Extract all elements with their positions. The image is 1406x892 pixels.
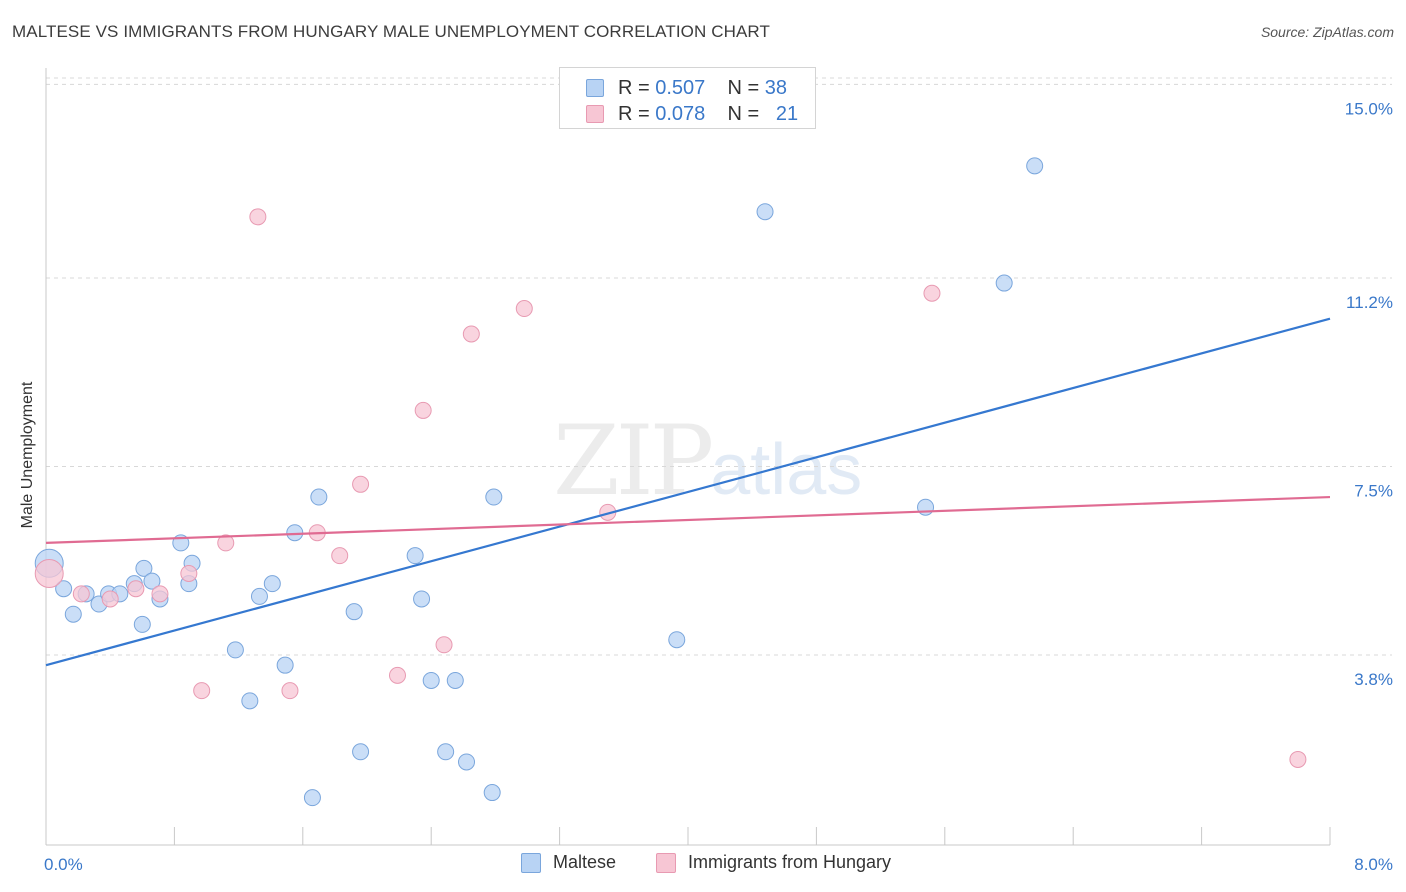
point-hungary bbox=[388, 666, 406, 684]
point-hungary bbox=[193, 682, 211, 700]
point-maltese bbox=[483, 784, 501, 802]
r-value-maltese: 0.507 bbox=[655, 76, 706, 99]
point-hungary bbox=[72, 585, 90, 603]
point-maltese bbox=[133, 615, 151, 633]
point-maltese bbox=[756, 203, 774, 221]
point-maltese bbox=[406, 547, 424, 565]
series-legend: Maltese Immigrants from Hungary bbox=[0, 852, 1406, 876]
hungary-swatch bbox=[586, 105, 604, 123]
point-maltese bbox=[250, 587, 268, 605]
point-maltese bbox=[458, 753, 476, 771]
n-label: N = bbox=[727, 76, 765, 99]
point-maltese bbox=[226, 641, 244, 659]
point-maltese bbox=[135, 559, 153, 577]
point-maltese bbox=[345, 603, 363, 621]
point-maltese bbox=[485, 488, 503, 506]
y-tick-label: 7.5% bbox=[1354, 481, 1393, 500]
point-maltese bbox=[286, 524, 304, 542]
legend-item-maltese: Maltese bbox=[521, 852, 616, 873]
point-hungary bbox=[1289, 750, 1307, 768]
maltese-legend-swatch bbox=[521, 852, 541, 873]
point-maltese bbox=[241, 692, 259, 710]
legend-row-maltese-text: R = 0.507 N = 38 bbox=[618, 77, 787, 100]
point-maltese bbox=[303, 789, 321, 807]
x-tick-label: 8.0% bbox=[1354, 855, 1393, 874]
point-hungary bbox=[127, 580, 145, 598]
point-maltese bbox=[422, 671, 440, 689]
trendline-hungary bbox=[45, 495, 1331, 544]
source-label: Source: ZipAtlas.com bbox=[1260, 24, 1394, 40]
point-maltese bbox=[143, 572, 161, 590]
point-hungary bbox=[34, 558, 64, 588]
point-maltese bbox=[995, 274, 1013, 292]
point-maltese bbox=[917, 498, 935, 516]
point-maltese bbox=[1026, 157, 1044, 175]
point-hungary bbox=[352, 475, 370, 493]
point-maltese bbox=[446, 671, 464, 689]
point-hungary bbox=[151, 585, 169, 603]
n-value-hungary: 21 bbox=[775, 102, 799, 125]
trendline-maltese bbox=[45, 317, 1331, 667]
y-tick-label: 15.0% bbox=[1345, 99, 1393, 118]
hungary-legend-swatch bbox=[656, 852, 676, 873]
point-hungary bbox=[249, 208, 267, 226]
point-maltese bbox=[352, 743, 370, 761]
watermark-zip: ZIP bbox=[553, 405, 714, 517]
r-value-hungary: 0.078 bbox=[655, 102, 706, 125]
point-maltese bbox=[64, 605, 82, 623]
point-hungary bbox=[515, 300, 533, 318]
x-tick-label: 0.0% bbox=[44, 855, 83, 874]
legend-label-maltese: Maltese bbox=[553, 852, 617, 872]
point-hungary bbox=[435, 636, 453, 654]
point-maltese bbox=[668, 631, 686, 649]
legend-item-hungary: Immigrants from Hungary bbox=[656, 852, 891, 873]
watermark-atlas: atlas bbox=[710, 430, 863, 510]
point-hungary bbox=[414, 401, 432, 419]
y-tick-label: 11.2% bbox=[1346, 293, 1393, 312]
point-hungary bbox=[101, 590, 119, 608]
point-hungary bbox=[923, 284, 941, 302]
point-hungary bbox=[331, 547, 349, 565]
legend-label-hungary: Immigrants from Hungary bbox=[688, 852, 892, 872]
n-label: N = bbox=[727, 102, 765, 125]
y-tick-label: 3.8% bbox=[1354, 670, 1393, 689]
point-maltese bbox=[310, 488, 328, 506]
chart-title: MALTESE VS IMMIGRANTS FROM HUNGARY MALE … bbox=[12, 22, 770, 41]
n-value-maltese: 38 bbox=[764, 76, 788, 99]
point-maltese bbox=[55, 580, 73, 598]
point-maltese bbox=[263, 575, 281, 593]
correlation-legend: R = 0.507 N = 38 R = 0.078 N = 21 bbox=[559, 67, 816, 129]
r-label: R = bbox=[618, 76, 656, 99]
point-hungary bbox=[281, 682, 299, 700]
legend-row-hungary-text: R = 0.078 N = 21 bbox=[618, 103, 798, 126]
maltese-swatch bbox=[586, 79, 604, 97]
point-maltese bbox=[276, 656, 294, 674]
point-maltese bbox=[437, 743, 455, 761]
point-hungary bbox=[217, 534, 235, 552]
point-maltese bbox=[413, 590, 431, 608]
point-hungary bbox=[462, 325, 480, 343]
watermark: ZIPatlas bbox=[553, 405, 862, 517]
r-label: R = bbox=[618, 102, 656, 125]
point-hungary bbox=[180, 564, 198, 582]
